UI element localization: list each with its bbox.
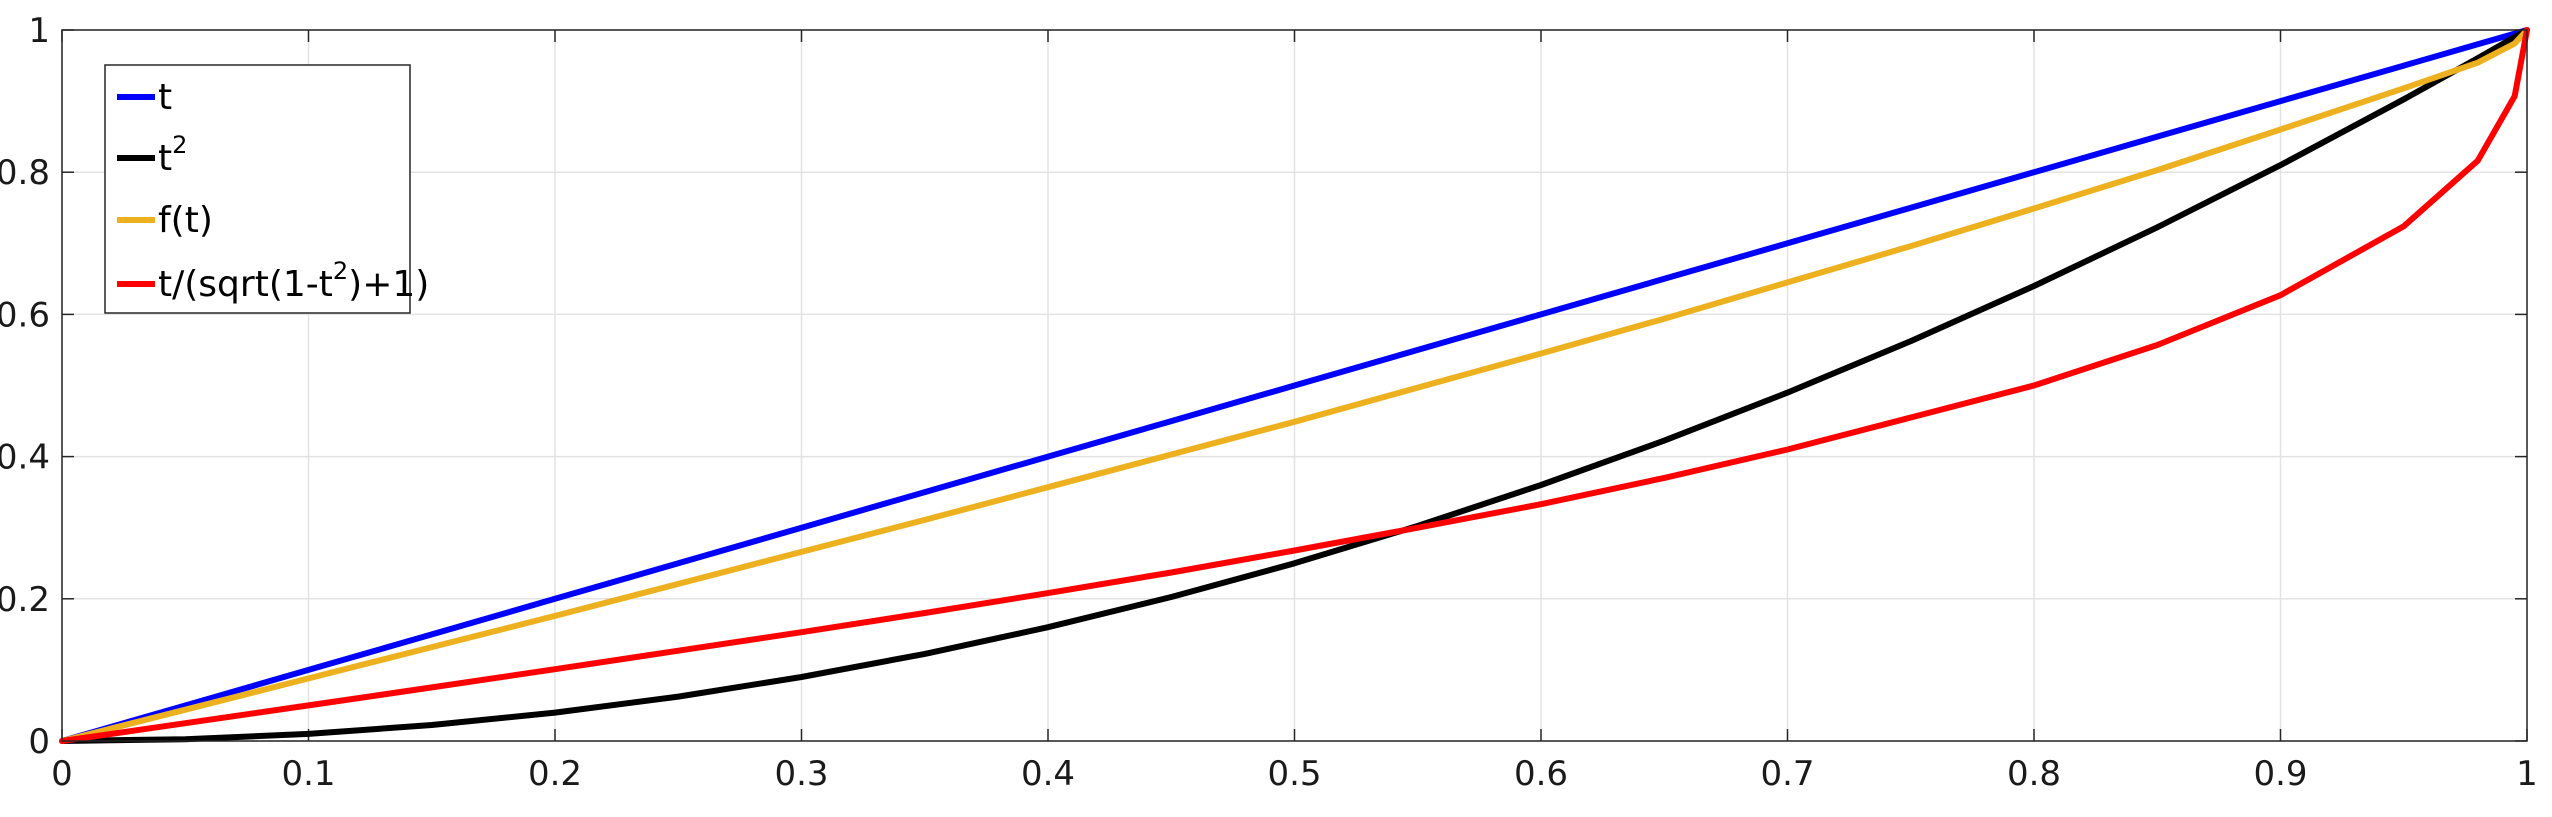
legend-label: t2 [158, 131, 187, 179]
x-tick-label: 0.5 [1267, 754, 1321, 794]
legend-label: t/(sqrt(1-t2)+1) [158, 257, 429, 305]
y-tick-label: 0.2 [0, 580, 50, 620]
legend-box [104, 64, 411, 314]
series-lines [59, 27, 2530, 744]
x-tick-label: 0.1 [281, 754, 335, 794]
legend-label-base: t [158, 138, 172, 179]
x-tick-label: 0.9 [2253, 754, 2307, 794]
legend-label: t [158, 77, 172, 118]
series-line-t/(sqrt(1-t2)+1) [59, 27, 2530, 744]
x-tick-label: 0.4 [1021, 754, 1075, 794]
x-tick-label: 0.7 [1760, 754, 1814, 794]
series-line-f(t) [59, 27, 2530, 744]
legend-label-tail: )+1) [348, 264, 429, 305]
x-tick-label: 1 [2516, 754, 2538, 794]
legend-label-base: f(t) [158, 200, 213, 241]
y-tick-label: 0.8 [0, 153, 50, 193]
y-tick-label: 1 [28, 11, 50, 51]
x-tick-label: 0.8 [2007, 754, 2061, 794]
tick-labels: 0 0.1 0.2 0.3 0.4 0.5 0.6 0.7 0.8 0.9 1 0 0.2 0.4 0.6 0… [0, 11, 2538, 794]
x-tick-label: 0.3 [774, 754, 828, 794]
legend-label-superscript: 2 [172, 131, 187, 159]
x-tick-label: 0 [51, 754, 73, 794]
legend-label-base: t [158, 77, 172, 118]
x-tick-label: 0.6 [1514, 754, 1568, 794]
y-tick-label: 0.4 [0, 438, 50, 478]
y-tick-label: 0 [28, 722, 50, 762]
series-line-t [59, 27, 2530, 744]
legend-label-superscript: 2 [333, 257, 348, 285]
y-tick-label: 0.6 [0, 295, 50, 335]
legend-label: f(t) [158, 200, 213, 241]
x-tick-label: 0.2 [528, 754, 582, 794]
legend-label-base: t/(sqrt(1-t [158, 264, 333, 305]
plot-frame [61, 29, 2528, 742]
